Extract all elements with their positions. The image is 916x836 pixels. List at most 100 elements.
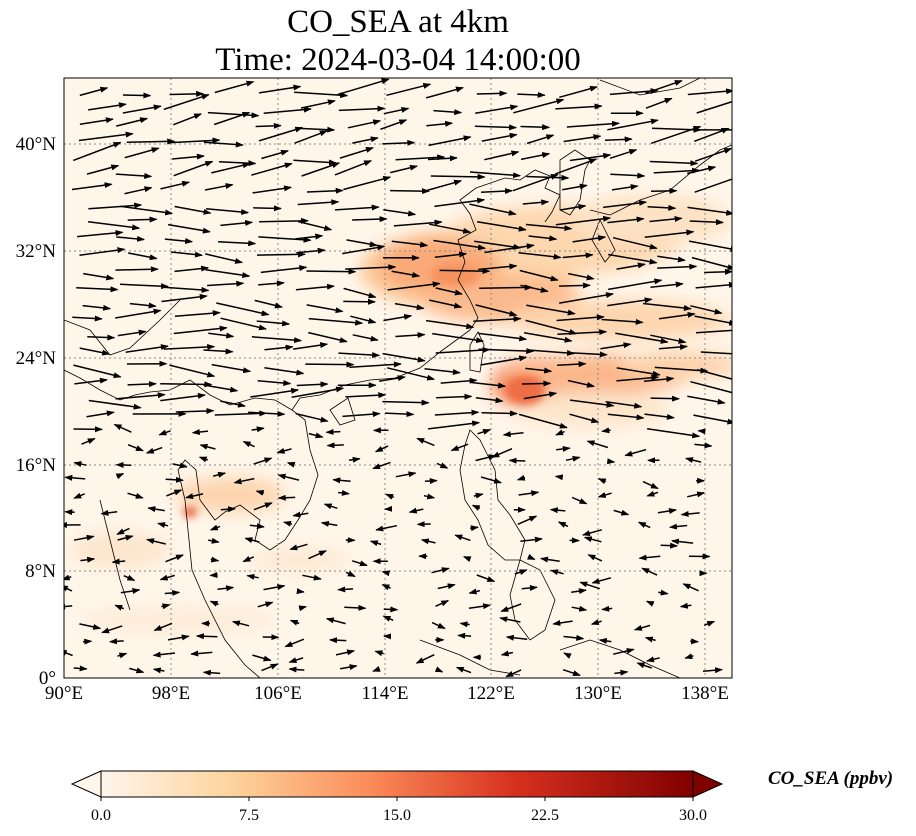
wind-arrow <box>109 638 124 645</box>
wind-arrow <box>297 220 333 231</box>
wind-arrow <box>257 380 292 386</box>
wind-arrow <box>518 413 568 429</box>
wind-arrow <box>73 461 87 468</box>
wind-arrow <box>79 347 111 356</box>
wind-arrow <box>591 577 612 584</box>
wind-arrow <box>508 457 526 464</box>
wind-arrow <box>432 332 485 344</box>
wind-arrow <box>560 203 587 211</box>
map-title-line2: Time: 2024-03-04 14:00:00 <box>215 42 581 78</box>
wind-arrow <box>209 524 221 531</box>
wind-arrow <box>382 139 416 146</box>
wind-arrow <box>296 381 329 388</box>
wind-arrow <box>557 521 569 528</box>
wind-arrow <box>522 199 550 206</box>
wind-arrow <box>83 272 115 281</box>
lat-tick-label: 24°N <box>16 348 57 369</box>
wind-arrow <box>650 125 702 145</box>
wind-arrow <box>562 252 594 259</box>
wind-arrow <box>382 352 426 363</box>
wind-arrow <box>146 538 166 545</box>
wind-arrow <box>160 381 213 388</box>
wind-arrow <box>513 98 565 114</box>
wind-arrow <box>246 573 259 580</box>
wind-arrow <box>391 240 429 248</box>
lat-tick-label: 0° <box>39 668 56 689</box>
wind-arrow <box>323 503 338 510</box>
wind-arrow <box>431 567 450 574</box>
wind-arrow <box>657 255 686 263</box>
wind-arrow <box>694 178 732 193</box>
wind-arrow <box>435 287 463 296</box>
wind-arrow <box>613 509 630 516</box>
wind-arrow <box>306 268 357 275</box>
wind-arrow <box>116 235 145 242</box>
wind-arrow <box>658 311 696 320</box>
wind-arrow <box>440 377 478 384</box>
wind-arrow <box>383 606 399 613</box>
wind-arrow <box>434 251 468 258</box>
wind-arrow <box>161 293 208 303</box>
wind-arrow <box>78 131 134 142</box>
wind-arrow <box>172 462 188 469</box>
wind-arrow <box>526 304 576 316</box>
wind-arrow <box>428 420 481 430</box>
wind-arrow <box>386 83 432 97</box>
wind-arrow <box>79 86 109 97</box>
wind-arrow <box>569 152 612 162</box>
wind-arrow <box>607 216 645 224</box>
wind-arrow <box>394 302 425 311</box>
wind-arrow <box>484 150 520 161</box>
wind-arrow <box>306 304 344 314</box>
wind-arrow <box>382 399 430 406</box>
wind-arrow <box>342 411 381 418</box>
wind-arrow <box>610 172 646 179</box>
wind-arrow <box>590 619 602 625</box>
wind-arrow <box>519 269 559 282</box>
wind-arrow <box>517 91 546 98</box>
wind-arrow <box>572 235 607 243</box>
wind-arrow <box>604 136 633 143</box>
wind-arrow <box>480 355 528 366</box>
wind-arrow <box>264 366 305 376</box>
wind-arrow <box>520 124 551 131</box>
wind-arrow <box>427 155 458 162</box>
wind-arrow <box>166 489 183 497</box>
wind-arrow <box>126 138 176 145</box>
wind-arrow <box>289 543 308 551</box>
wind-arrow <box>163 93 210 111</box>
wind-arrow <box>514 569 528 576</box>
wind-arrow <box>88 202 143 210</box>
wind-arrow <box>253 205 282 212</box>
lat-tick-label: 8°N <box>25 561 56 582</box>
wind-arrow <box>569 399 615 408</box>
wind-arrow <box>203 141 244 148</box>
wind-arrow <box>343 175 392 191</box>
wind-arrow <box>644 413 675 420</box>
wind-arrow <box>559 292 614 304</box>
wind-arrow <box>259 217 309 224</box>
wind-arrow <box>153 622 173 632</box>
wind-arrow <box>562 183 588 191</box>
wind-arrow <box>294 130 328 144</box>
wind-arrow <box>263 106 312 114</box>
wind-arrow <box>571 588 587 595</box>
wind-arrow <box>473 492 484 499</box>
wind-arrow <box>554 474 564 481</box>
wind-arrow <box>470 525 479 532</box>
wind-arrow <box>244 537 260 544</box>
wind-arrow <box>308 550 327 560</box>
wind-arrow <box>557 361 587 368</box>
wind-arrow <box>633 624 651 631</box>
wind-arrow <box>658 589 669 596</box>
wind-arrow <box>127 381 157 388</box>
wind-arrow <box>395 154 446 161</box>
wind-arrow <box>295 412 329 423</box>
wind-arrow <box>206 208 250 215</box>
wind-arrow <box>583 536 602 543</box>
wind-arrow <box>505 669 522 678</box>
wind-arrow <box>689 219 724 226</box>
wind-arrow <box>296 247 326 254</box>
wind-arrow <box>258 126 304 142</box>
wind-arrow <box>129 302 157 309</box>
